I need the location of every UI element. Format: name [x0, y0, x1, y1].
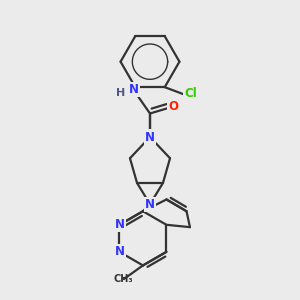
Text: N: N [128, 83, 139, 96]
Text: O: O [169, 100, 178, 113]
Text: CH₃: CH₃ [114, 274, 134, 284]
Text: N: N [115, 245, 124, 258]
Text: Cl: Cl [184, 87, 197, 100]
Text: N: N [145, 198, 155, 211]
Text: N: N [145, 130, 155, 143]
Text: H: H [116, 88, 125, 98]
Text: N: N [115, 218, 124, 231]
